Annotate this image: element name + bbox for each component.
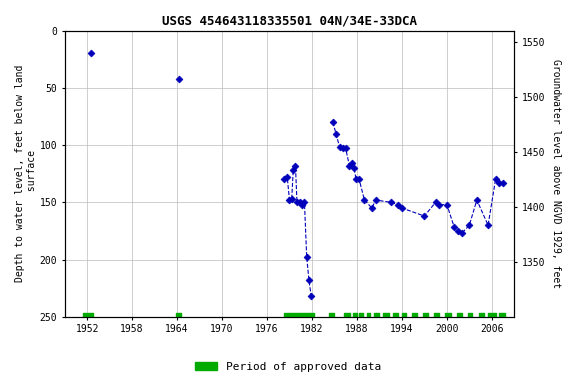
Y-axis label: Depth to water level, feet below land
 surface: Depth to water level, feet below land su… <box>15 65 37 282</box>
Title: USGS 454643118335501 04N/34E-33DCA: USGS 454643118335501 04N/34E-33DCA <box>162 15 417 28</box>
Y-axis label: Groundwater level above NGVD 1929, feet: Groundwater level above NGVD 1929, feet <box>551 59 561 288</box>
Legend: Period of approved data: Period of approved data <box>191 358 385 377</box>
